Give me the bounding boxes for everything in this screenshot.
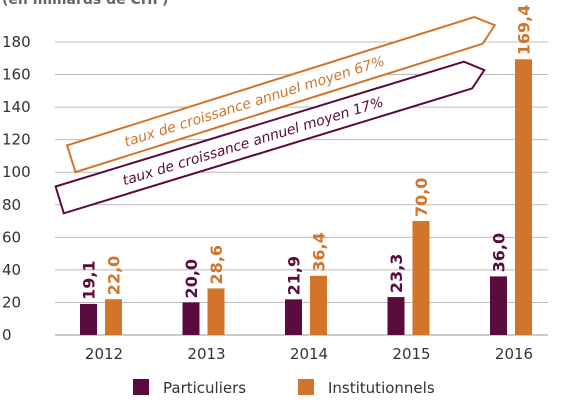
- bar: [310, 275, 327, 335]
- legend-swatch: [298, 379, 314, 395]
- x-tick-label: 2014: [290, 345, 328, 363]
- y-tick-label: 160: [2, 66, 31, 84]
- value-label: 70,0: [412, 178, 431, 217]
- legend-swatch: [133, 379, 149, 395]
- bar: [285, 299, 302, 335]
- value-label: 19,1: [80, 260, 99, 299]
- bar: [80, 303, 97, 335]
- bar: [105, 299, 122, 335]
- bar: [412, 221, 430, 335]
- chart-subtitle: (en milliards de CHF): [2, 0, 168, 8]
- x-tick-label: 2013: [187, 345, 225, 363]
- value-label: 20,0: [182, 259, 201, 298]
- value-label: 169,4: [515, 5, 534, 56]
- y-tick-label: 140: [2, 98, 31, 116]
- arrow-shape: [54, 60, 486, 215]
- y-tick-label: 100: [2, 163, 31, 181]
- x-tick-label: 2015: [392, 345, 430, 363]
- bar: [490, 276, 507, 335]
- value-label: 28,6: [207, 245, 226, 284]
- y-tick-label: 80: [2, 196, 21, 214]
- value-label: 23,3: [387, 254, 406, 293]
- bar: [182, 302, 200, 335]
- arrow-shape: [65, 15, 497, 174]
- bar: [387, 297, 405, 335]
- value-label: 36,0: [490, 233, 509, 272]
- x-tick-label: 2016: [495, 345, 533, 363]
- bar: [515, 59, 532, 335]
- y-tick-label: 20: [2, 293, 21, 311]
- y-tick-label: 120: [2, 131, 31, 149]
- y-tick-label: 60: [2, 228, 21, 246]
- y-tick-label: 40: [2, 261, 21, 279]
- value-label: 36,4: [310, 232, 329, 271]
- value-label: 22,0: [105, 256, 124, 295]
- value-label: 21,9: [285, 256, 304, 295]
- legend-label: Particuliers: [163, 379, 246, 397]
- y-tick-label: 0: [2, 326, 12, 344]
- legend-label: Institutionnels: [328, 379, 435, 397]
- y-tick-label: 180: [2, 33, 31, 51]
- x-tick-label: 2012: [85, 345, 123, 363]
- bar: [207, 288, 225, 335]
